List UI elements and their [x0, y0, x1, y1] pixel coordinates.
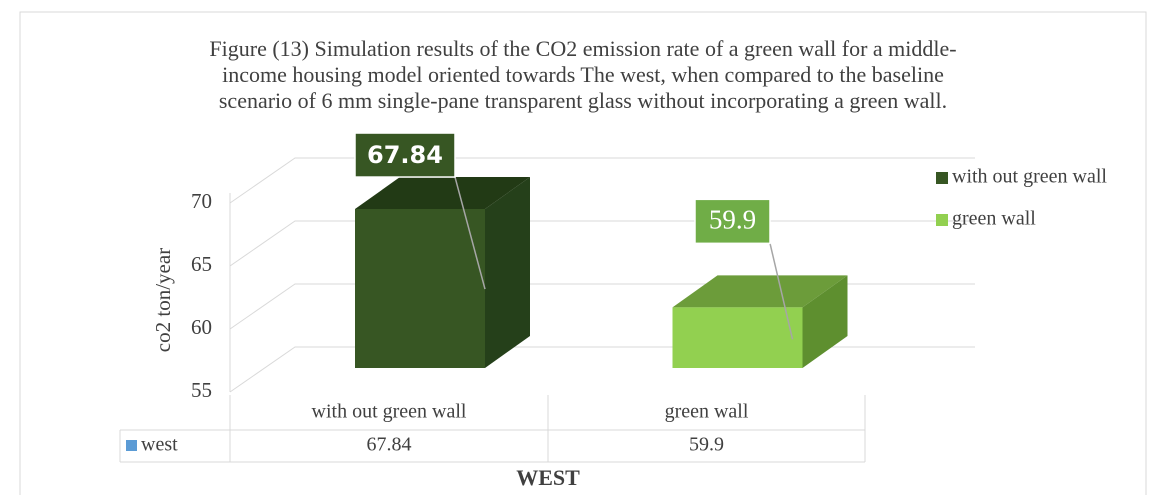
- legend-key: [936, 214, 948, 226]
- y-tick-label: 60: [191, 315, 212, 339]
- table-legend-key: [126, 440, 137, 451]
- y-tick-label: 70: [191, 189, 212, 213]
- x-tick-label: green wall: [665, 401, 749, 423]
- chart-border: [19, 11, 1147, 495]
- x-axis-title: WEST: [516, 465, 580, 490]
- bar-front: [355, 209, 485, 368]
- grid-line: [229, 157, 975, 204]
- y-tick-label: 65: [191, 252, 212, 276]
- grid-line: [229, 346, 975, 393]
- table-value: 67.84: [367, 434, 412, 456]
- y-axis-title: co2 ton/year: [151, 248, 175, 352]
- grid-line: [229, 283, 975, 330]
- table-value: 59.9: [689, 434, 724, 456]
- bar-side: [485, 177, 530, 368]
- data-label: 67.84: [367, 141, 443, 169]
- bar-top: [672, 275, 848, 308]
- bar-top: [355, 177, 530, 210]
- data-label: 59.9: [709, 205, 756, 235]
- leader-line: [454, 176, 486, 290]
- y-tick-label: 55: [191, 378, 212, 402]
- bar-front: [672, 307, 803, 368]
- x-tick-label: with out green wall: [312, 401, 467, 423]
- table-series-name: west: [141, 434, 178, 456]
- chart-title: Figure (13) Simulation results of the CO…: [209, 36, 957, 113]
- bar: [672, 275, 848, 368]
- legend-label: green wall: [952, 208, 1036, 230]
- legend-label: with out green wall: [952, 166, 1107, 188]
- bar-side: [802, 275, 848, 368]
- data-label-box: [354, 132, 456, 178]
- leader-line: [769, 243, 794, 340]
- data-label-box: [694, 198, 771, 245]
- legend-key: [936, 172, 948, 184]
- grid-line: [229, 220, 975, 267]
- bar: [355, 177, 530, 368]
